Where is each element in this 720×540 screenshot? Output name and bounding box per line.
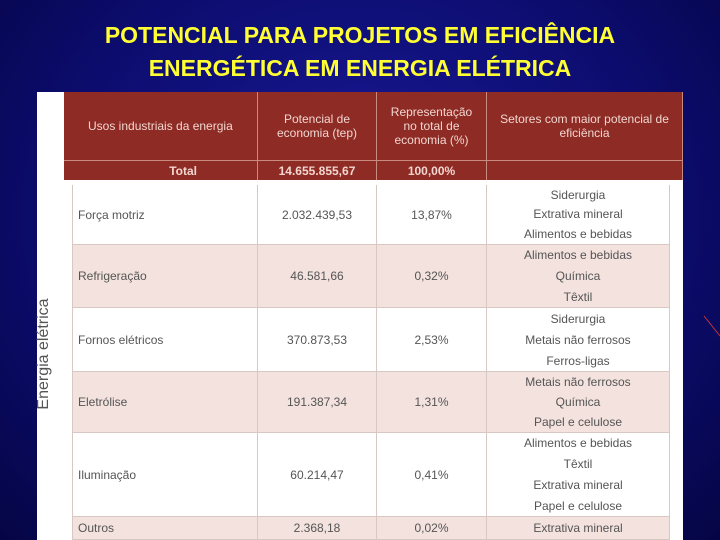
- sectors-cell: Extrativa mineral: [487, 517, 670, 540]
- row-bg: [72, 372, 670, 433]
- header-cell: Potencial de economia (tep): [258, 92, 377, 160]
- use-cell: Iluminação: [72, 433, 258, 517]
- group-label: Energia elétrica: [35, 298, 52, 410]
- row-bg: [72, 517, 670, 540]
- sector: Alimentos e bebidas: [523, 436, 633, 451]
- potential-cell: 46.581,66: [258, 245, 377, 308]
- sector: Siderurgia: [550, 311, 606, 326]
- sectors-cell: Alimentos e bebidas Química Têxtil: [487, 245, 670, 308]
- sector: Metais não ferrosos: [525, 332, 631, 347]
- sectors-cell: Metais não ferrosos Química Papel e celulo…: [487, 372, 670, 433]
- title-line: POTENCIAL PARA PROJETOS EM EFICIÊNCIA: [104, 22, 616, 48]
- row-bg: [72, 185, 670, 245]
- table-header: [64, 92, 683, 180]
- sectors-cell: Siderurgia Extrativa mineral Alimentos e b…: [487, 185, 670, 245]
- sector: Ferros-ligas: [546, 353, 610, 368]
- sector: Têxtil: [563, 457, 593, 472]
- use-cell: Eletrólise: [72, 372, 258, 433]
- potential-cell: 2.032.439,53: [258, 185, 377, 245]
- sectors-cell: Alimentos e bebidas Têxtil Extrativa miner…: [487, 433, 670, 517]
- share-cell: 2,53%: [377, 308, 487, 372]
- total-cell: [487, 160, 683, 180]
- sector: Papel e celulose: [533, 415, 623, 429]
- sector: Alimentos e bebidas: [523, 227, 633, 242]
- title-line: ENERGÉTICA EM ENERGIA ELÉTRICA: [148, 55, 572, 81]
- total-cell: 100,00%: [377, 160, 487, 180]
- use-cell: Fornos elétricos: [72, 308, 258, 372]
- header-cell: Setores com maior potencial de eficiênci…: [487, 92, 683, 160]
- row-bg: [72, 245, 670, 308]
- share-cell: 0,32%: [377, 245, 487, 308]
- share-cell: 13,87%: [377, 185, 487, 245]
- use-cell: Força motriz: [72, 185, 258, 245]
- share-cell: 1,31%: [377, 372, 487, 433]
- sector: Papel e celulose: [533, 498, 623, 513]
- total-cell: Total: [64, 160, 258, 180]
- table: Usos industriais da energia Potencial de …: [35, 92, 683, 540]
- use-cell: Outros: [72, 517, 258, 540]
- potential-cell: 60.214,47: [258, 433, 377, 517]
- sectors-cell: Siderurgia Metais não ferrosos Ferros-liga…: [487, 308, 670, 372]
- header-cell: Representação no total de economia (%): [377, 92, 487, 160]
- share-cell: 0,41%: [377, 433, 487, 517]
- total-cell: 14.655.855,67: [258, 160, 377, 180]
- sector: Têxtil: [563, 289, 593, 304]
- potential-cell: 2.368,18: [258, 517, 377, 540]
- potential-cell: 370.873,53: [258, 308, 377, 372]
- sector: Extrativa mineral: [533, 207, 623, 222]
- sector: Metais não ferrosos: [525, 375, 631, 389]
- row-bg: [72, 433, 670, 517]
- share-cell: 0,02%: [377, 517, 487, 540]
- header-cell: Usos industriais da energia: [64, 92, 258, 160]
- sector: Siderurgia: [550, 187, 606, 202]
- sector: Extrativa mineral: [533, 477, 623, 492]
- row-bg: [72, 308, 670, 372]
- sector: Extrativa mineral: [533, 521, 623, 535]
- sector: Química: [555, 395, 601, 409]
- sector: Química: [555, 268, 601, 283]
- sector: Alimentos e bebidas: [523, 248, 633, 263]
- decoration: [703, 315, 720, 337]
- use-cell: Refrigeração: [72, 245, 258, 308]
- potential-cell: 191.387,34: [258, 372, 377, 433]
